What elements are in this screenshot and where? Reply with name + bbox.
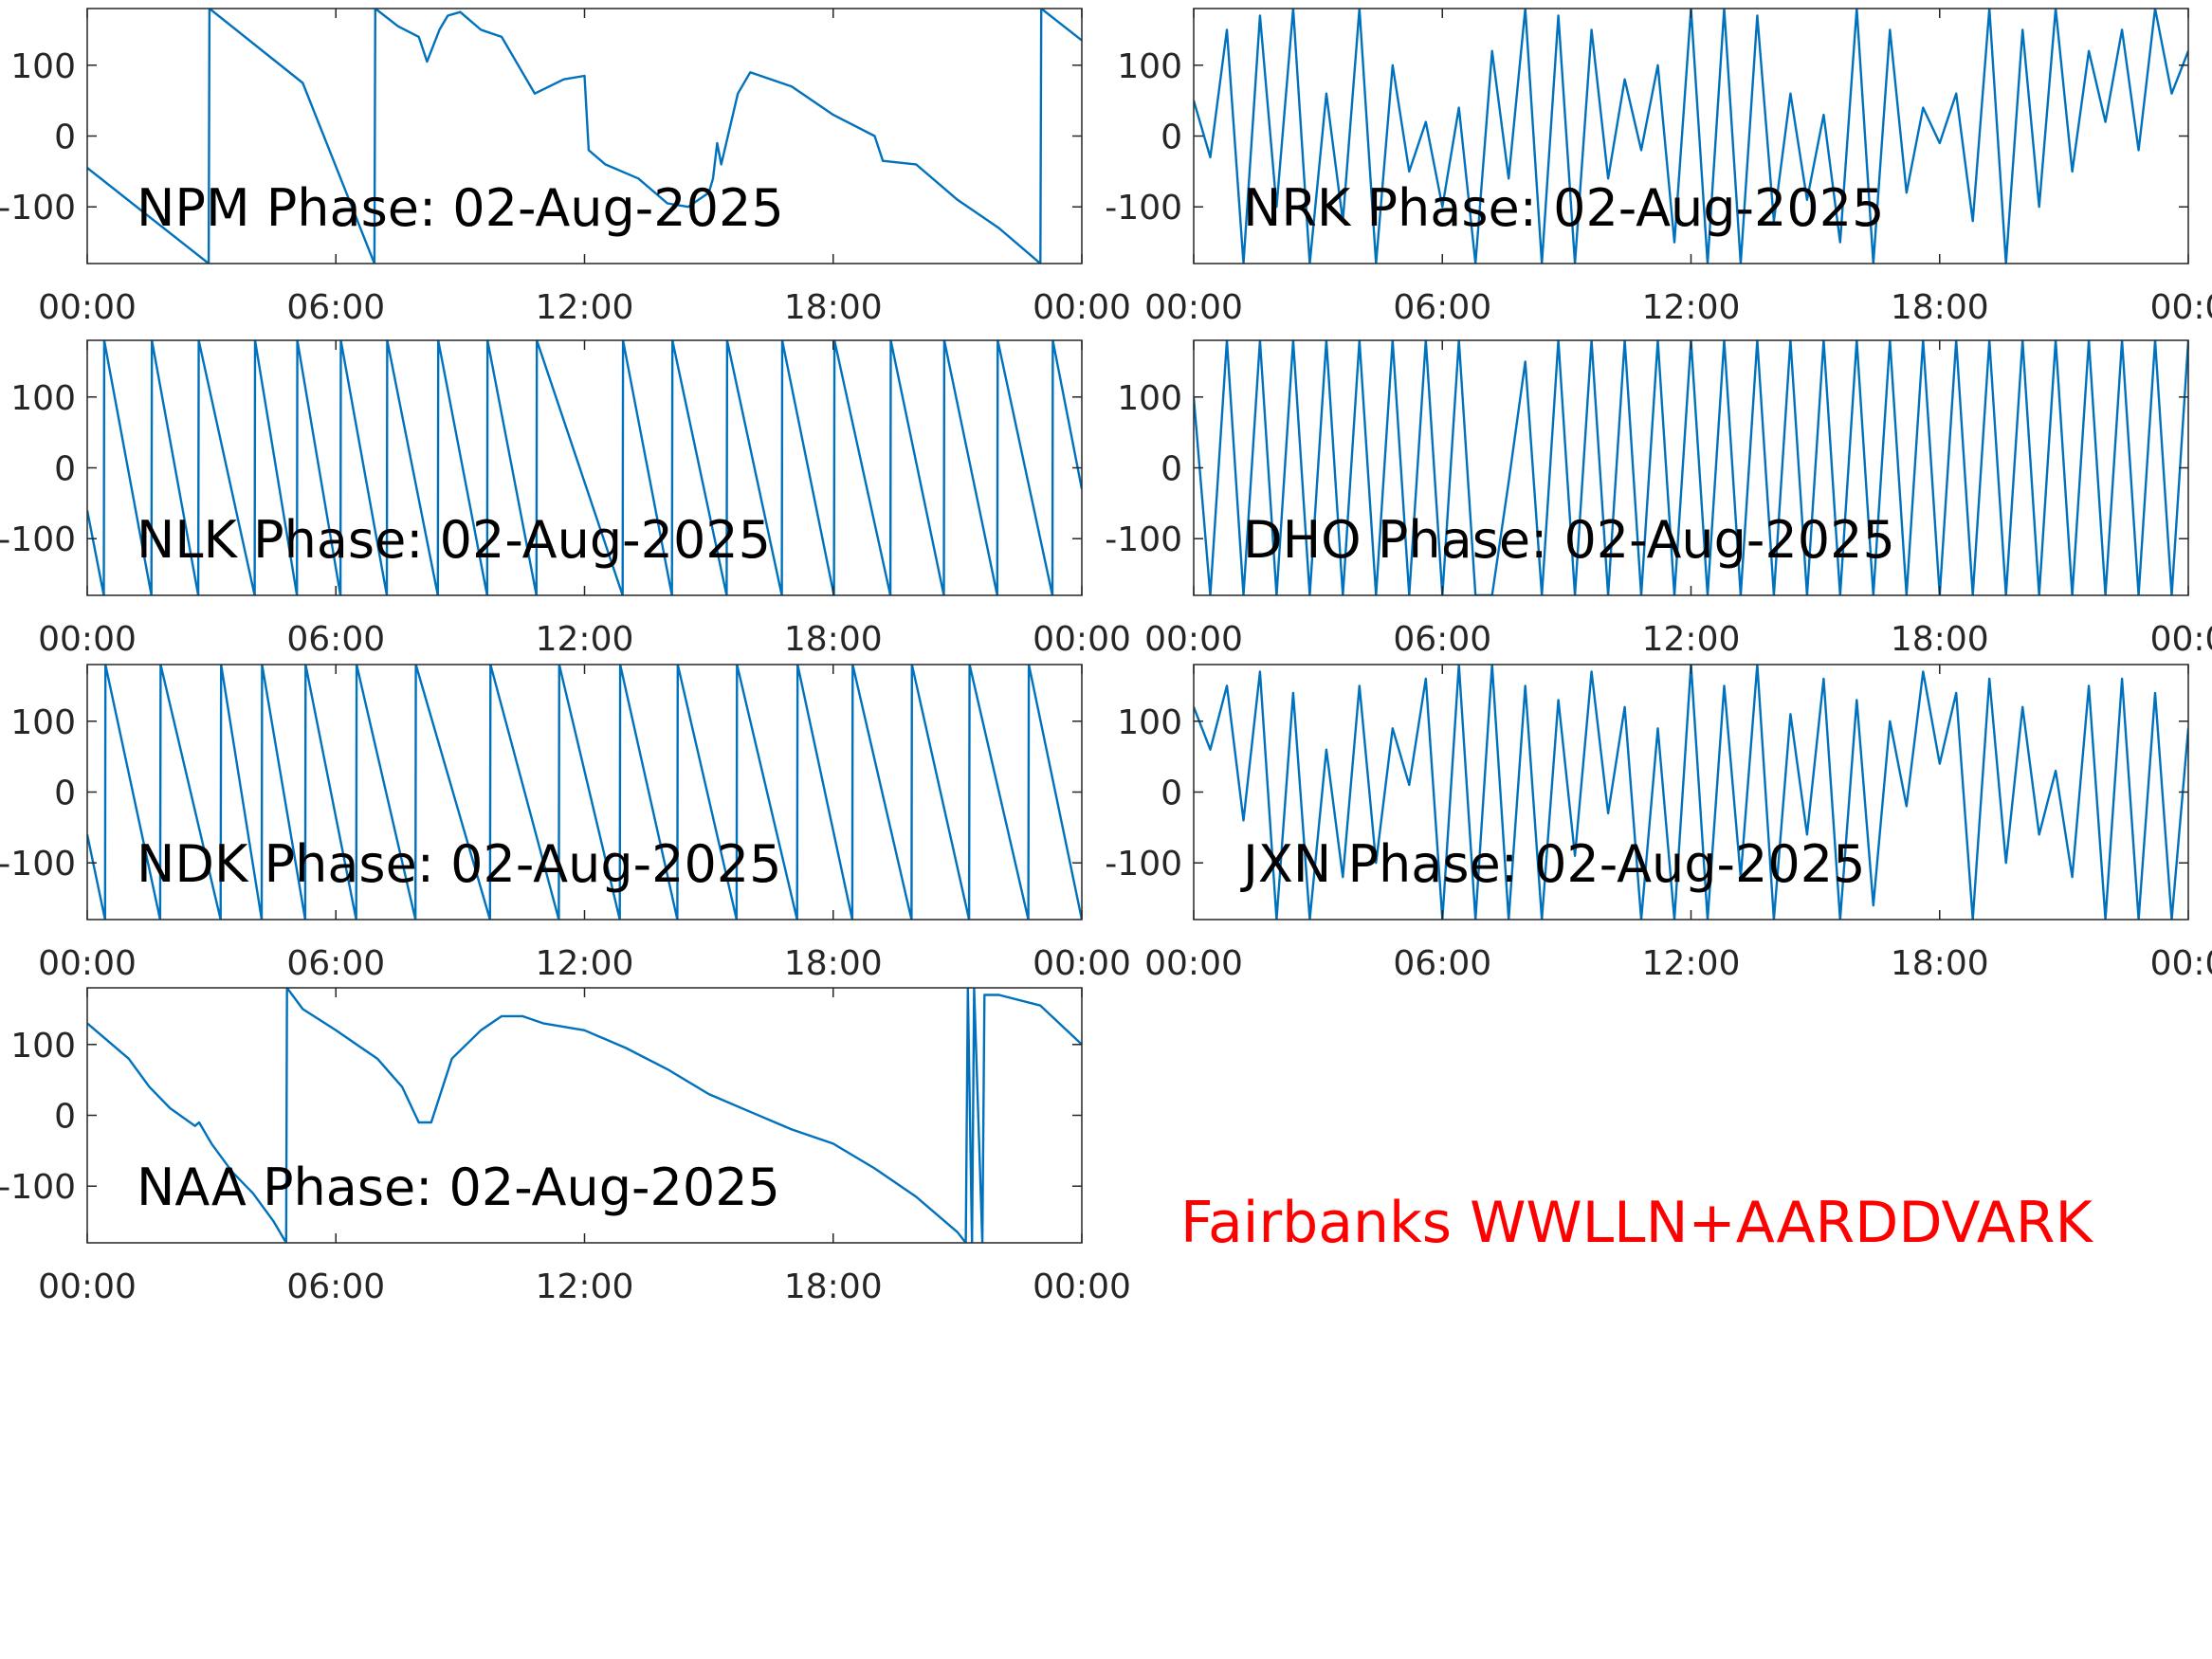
x-tick-label: 00:00 [1144,944,1243,983]
axes-background [87,340,1082,595]
x-tick-label: 18:00 [1891,620,1989,659]
subplot: 00:00 06:00 12:00 18:00 00:00 -100 0 100 NDK Pha… [0,664,1131,983]
y-tick-label: 100 [1117,379,1182,418]
plot-area [1194,9,2188,264]
x-tick-label: 00:0 [2150,620,2212,659]
chart-title: NAA Phase: 02-Aug-2025 [137,1158,780,1217]
x-tick-label: 00:0 [2150,288,2212,327]
y-tick-label: 100 [10,703,76,742]
x-tick-label: 00:00 [1033,1267,1131,1306]
x-tick-label: 06:00 [286,288,385,327]
x-tick-label: 18:00 [784,288,883,327]
x-tick-label: 00:00 [1144,620,1243,659]
x-tick-label: 00:00 [1033,620,1131,659]
x-tick-label: 18:00 [1891,288,1989,327]
axes-box [1193,664,2189,921]
y-tick-label: -100 [1105,189,1182,228]
axes-box [1193,339,2189,596]
y-tick-label: 0 [1161,118,1182,157]
subplot: 00:00 06:00 12:00 18:00 00:0 -100 0 100 NRK Phas… [1105,8,2212,327]
axes-box [86,664,1083,921]
axes-background [87,9,1082,264]
y-tick-label: 100 [10,47,76,86]
x-tick-label: 18:00 [1891,944,1989,983]
plot-area [1194,665,2188,920]
data-line [1194,665,2188,920]
axes-box [86,8,1083,264]
y-tick-label: 100 [10,1027,76,1066]
axes-box [1193,8,2189,264]
x-tick-label: 06:00 [286,1267,385,1306]
x-tick-label: 00:00 [38,288,137,327]
y-tick-label: -100 [0,520,76,559]
x-tick-label: 12:00 [536,1267,634,1306]
x-tick-label: 00:00 [1033,288,1131,327]
x-tick-label: 00:00 [38,620,137,659]
y-tick-label: 0 [1161,450,1182,489]
y-tick-label: 0 [1161,775,1182,813]
y-tick-label: 100 [1117,703,1182,742]
x-tick-label: 12:00 [1642,288,1741,327]
plot-area [87,665,1082,920]
y-tick-label: 0 [54,118,76,157]
data-line [87,988,1082,1243]
chart-title: NLK Phase: 02-Aug-2025 [137,510,771,570]
subplot: 00:00 06:00 12:00 18:00 00:0 -100 0 100 DHO Phas… [1105,339,2212,659]
x-tick-label: 12:00 [536,620,634,659]
y-tick-label: 0 [54,1098,76,1137]
subplot: 00:00 06:00 12:00 18:00 00:0 -100 0 100 JXN Phas… [1105,664,2212,983]
x-tick-label: 00:00 [1144,288,1243,327]
x-tick-label: 00:00 [38,944,137,983]
x-tick-label: 18:00 [784,1267,883,1306]
axes-box [86,987,1083,1244]
chart-title: NPM Phase: 02-Aug-2025 [137,178,784,238]
y-tick-label: 0 [54,450,76,489]
subplot: 00:00 06:00 12:00 18:00 00:00 -100 0 100 NAA Pha… [0,987,1131,1306]
x-tick-label: 00:00 [38,1267,137,1306]
x-tick-label: 06:00 [1393,620,1491,659]
y-tick-label: -100 [0,1168,76,1207]
x-tick-label: 06:00 [286,944,385,983]
x-tick-label: 06:00 [1393,288,1491,327]
x-tick-label: 06:00 [286,620,385,659]
y-tick-label: 100 [10,379,76,418]
y-tick-label: 0 [54,775,76,813]
plot-area [87,340,1082,595]
plot-area [87,988,1082,1243]
y-tick-label: -100 [0,845,76,884]
axes-background [87,665,1082,920]
data-line [1194,9,2188,264]
y-tick-label: -100 [1105,845,1182,884]
x-tick-label: 18:00 [784,620,883,659]
axes-background [1194,9,2188,264]
x-tick-label: 12:00 [1642,944,1741,983]
axes-box [86,339,1083,596]
y-tick-label: 100 [1117,47,1182,86]
data-line [87,340,1082,595]
annotation: Fairbanks WWLLN+AARDDVARK [1180,1190,2093,1256]
x-tick-label: 00:00 [1033,944,1131,983]
x-tick-label: 06:00 [1393,944,1491,983]
x-tick-label: 18:00 [784,944,883,983]
x-tick-label: 00:0 [2150,944,2212,983]
x-tick-label: 12:00 [536,288,634,327]
chart-title: DHO Phase: 02-Aug-2025 [1243,510,1895,570]
chart-title: NDK Phase: 02-Aug-2025 [137,834,782,894]
x-tick-label: 12:00 [536,944,634,983]
x-tick-label: 12:00 [1642,620,1741,659]
subplot: 00:00 06:00 12:00 18:00 00:00 -100 0 100 NLK Pha… [0,339,1131,659]
subplot: 00:00 06:00 12:00 18:00 00:00 -100 0 100 NPM Pha… [0,8,1131,327]
data-line [87,665,1082,920]
data-line [87,9,1082,264]
axes-background [1194,340,2188,595]
chart-title: NRK Phase: 02-Aug-2025 [1243,178,1884,238]
chart-title: JXN Phase: 02-Aug-2025 [1240,834,1865,894]
y-tick-label: -100 [0,189,76,228]
y-tick-label: -100 [1105,520,1182,559]
plot-area [87,9,1082,264]
